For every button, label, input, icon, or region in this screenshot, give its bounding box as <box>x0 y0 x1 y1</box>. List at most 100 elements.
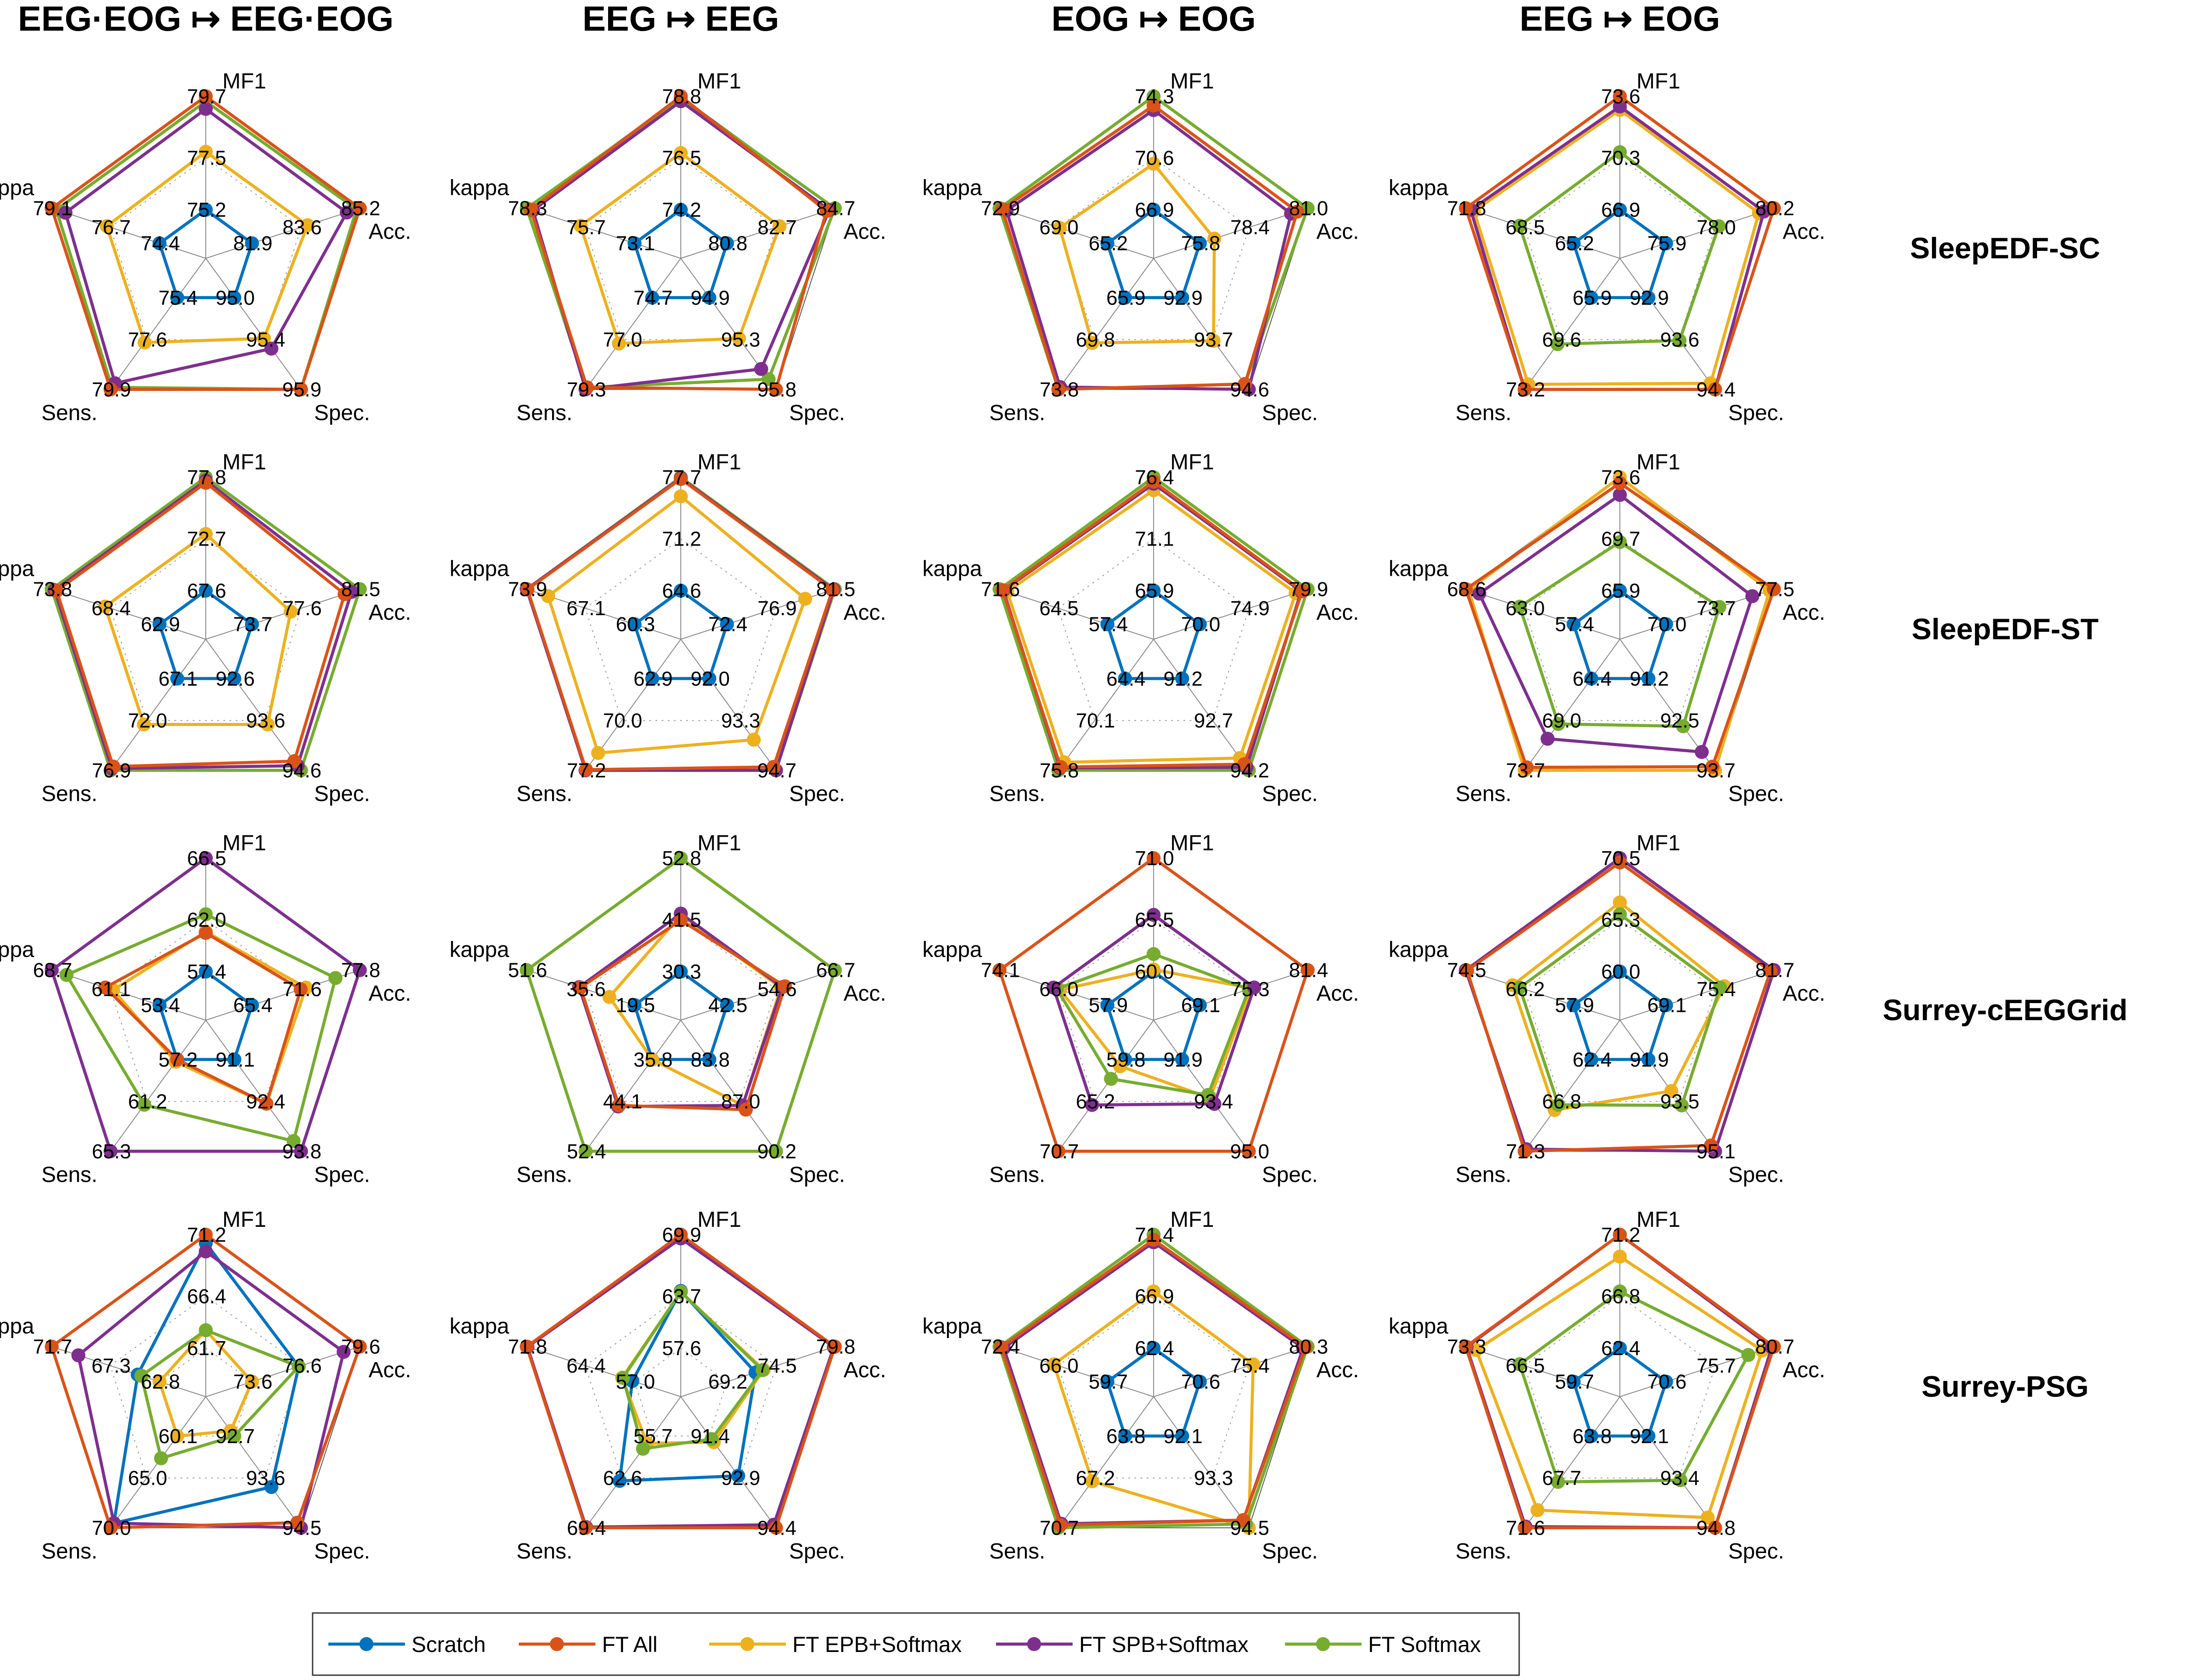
ring-value-label: 84.7 <box>816 197 855 220</box>
data-point <box>245 998 259 1012</box>
ring-value-label: 57.4 <box>1089 613 1128 636</box>
data-point <box>754 362 768 376</box>
data-point <box>1236 1513 1250 1527</box>
ring-value-label: 74.3 <box>1135 85 1174 108</box>
ring-value-label: 78.4 <box>1230 216 1270 239</box>
series-line <box>1510 900 1726 1112</box>
axis-label: Acc. <box>844 1358 886 1382</box>
axis-spoke <box>110 258 206 390</box>
data-point <box>199 584 213 598</box>
series-line <box>1518 1289 1751 1484</box>
data-point <box>45 963 59 977</box>
ring-value-label: 55.7 <box>633 1425 673 1448</box>
data-point <box>1745 589 1760 603</box>
data-point <box>338 587 352 601</box>
ring-value-label: 57.9 <box>1089 994 1128 1017</box>
data-point <box>1100 998 1115 1012</box>
ring-value-label: 91.1 <box>215 1048 255 1071</box>
data-point <box>245 236 259 250</box>
ring-value-label: 81.9 <box>233 232 273 255</box>
data-point <box>152 998 167 1012</box>
ring-value-label: 73.6 <box>1601 466 1640 489</box>
radar-panel: 60.0 65.5 71.0 69.1 75.3 81.4 91.9 93.4 95.0 59.8… <box>922 831 1359 1187</box>
series-line <box>1005 488 1298 764</box>
axis-label: MF1 <box>1636 831 1680 855</box>
ring-value-label: 66.0 <box>1039 978 1079 1000</box>
data-point <box>170 1052 184 1067</box>
series-line <box>1000 103 1299 391</box>
ring-value-label: 44.1 <box>603 1090 642 1113</box>
data-point <box>1708 382 1722 397</box>
axis-spoke <box>51 588 206 640</box>
ring-value-label: 62.9 <box>633 667 673 690</box>
data-point <box>674 851 688 865</box>
data-point <box>1763 964 1778 979</box>
ring-value-label: 90.2 <box>757 1140 797 1162</box>
data-point <box>1659 236 1673 250</box>
axis-label: Sens. <box>989 781 1045 806</box>
axis-spoke <box>1153 588 1308 640</box>
ring-value-label: 72.4 <box>708 613 748 636</box>
axis-spoke <box>680 969 835 1021</box>
ring-value-label: 61.7 <box>187 1337 226 1359</box>
axis-label: MF1 <box>697 69 741 93</box>
axis-spoke <box>1058 1396 1154 1528</box>
axis-spoke <box>585 1020 681 1152</box>
data-point <box>580 380 594 394</box>
ring-value-label: 62.4 <box>1601 1337 1640 1359</box>
ring-value-label: 73.8 <box>1040 378 1079 401</box>
data-point <box>1673 1473 1688 1487</box>
ring-value-label: 57.0 <box>616 1370 655 1393</box>
data-point <box>1641 671 1656 686</box>
series-line <box>1000 479 1304 769</box>
ring-value-label: 77.2 <box>567 759 606 782</box>
grid-ring <box>109 538 302 721</box>
data-point <box>1551 717 1566 731</box>
ring-value-label: 82.7 <box>757 216 797 239</box>
column-title: EOG ↦ EOG <box>1051 0 1256 38</box>
ring-value-label: 83.6 <box>282 216 322 239</box>
data-point <box>199 926 213 940</box>
data-point <box>720 236 734 250</box>
data-point <box>59 968 74 982</box>
radar-panel: 57.4 62.0 66.5 65.4 71.6 77.8 91.1 92.4 93.8 57.2… <box>0 831 411 1187</box>
axis-spoke <box>680 1020 777 1152</box>
ring-value-label: 91.9 <box>1629 1048 1669 1071</box>
ring-value-label: 66.5 <box>1506 1354 1545 1377</box>
ring-value-label: 81.5 <box>341 578 380 601</box>
data-point <box>1053 1518 1067 1532</box>
data-point <box>1641 290 1656 305</box>
data-point <box>674 584 688 598</box>
series-line <box>110 930 308 1106</box>
data-point <box>1613 584 1627 598</box>
series-line <box>1054 952 1251 1097</box>
axis-label: kappa <box>0 556 34 581</box>
axis-label: kappa <box>1389 1314 1448 1338</box>
ring-value-label: 61.1 <box>92 978 131 1000</box>
ring-value-label: 69.4 <box>567 1516 606 1539</box>
data-point <box>994 1340 1008 1354</box>
row-labels: SleepEDF-SC SleepEDF-ST Surrey-cEEGGrid … <box>1883 232 2127 1403</box>
data-point <box>352 201 367 215</box>
axis-spoke <box>999 1346 1154 1397</box>
ring-value-label: 78.3 <box>508 197 547 220</box>
ring-value-label: 92.9 <box>1629 286 1669 309</box>
axis-label: Spec. <box>789 1162 845 1187</box>
ring-value-label: 76.7 <box>92 216 131 239</box>
axis-label: kappa <box>450 937 509 962</box>
ring-value-label: 93.7 <box>1194 328 1233 351</box>
axis-label: kappa <box>922 176 982 200</box>
ring-value-label: 79.9 <box>92 378 131 401</box>
axis-label: kappa <box>450 556 509 581</box>
ring-value-label: 66.2 <box>1506 978 1545 1000</box>
data-point <box>1513 599 1527 614</box>
series-line <box>525 477 834 771</box>
data-point <box>1459 1339 1473 1354</box>
legend-label: FT Softmax <box>1368 1632 1481 1657</box>
data-point <box>328 971 343 985</box>
data-point <box>1613 476 1627 490</box>
ring-value-label: 52.4 <box>567 1140 606 1162</box>
data-point <box>702 1052 717 1067</box>
ring-value-label: 65.0 <box>128 1467 167 1490</box>
ring-value-label: 74.7 <box>633 286 673 309</box>
